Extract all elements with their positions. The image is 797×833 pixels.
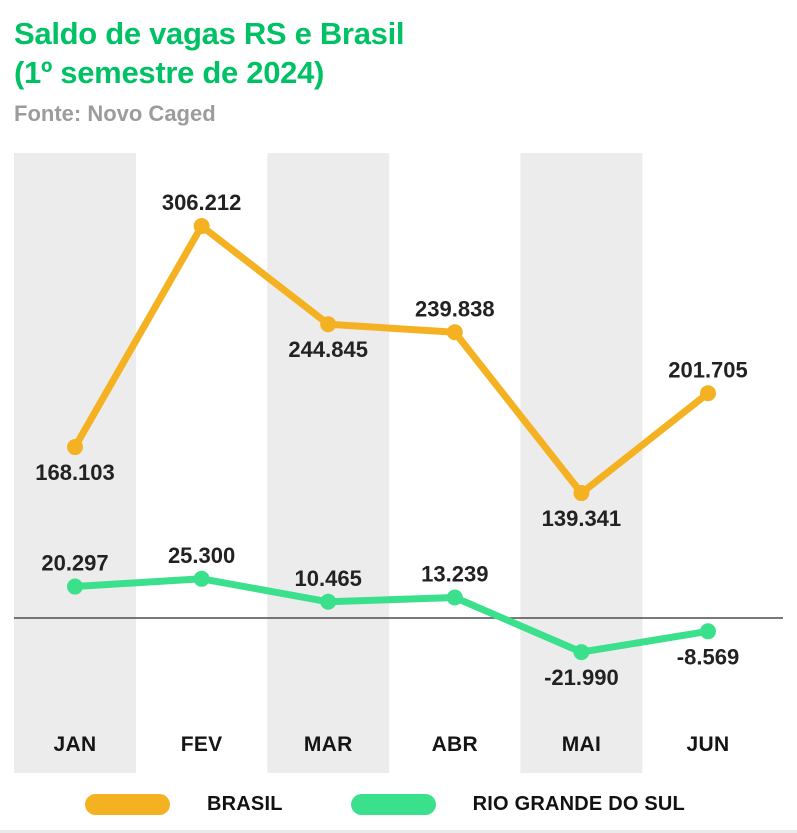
legend-label-brasil: BRASIL [207, 792, 283, 815]
chart-header: Saldo de vagas RS e Brasil (1º semestre … [0, 0, 797, 127]
brasil-value-label: 239.838 [415, 296, 495, 321]
chart-title-line2: (1º semestre de 2024) [14, 55, 325, 91]
legend-item-rio-grande-do-sul: RIO GRANDE DO SUL [350, 792, 685, 816]
legend-item-brasil: BRASIL [85, 793, 283, 816]
chart-title-line1: Saldo de vagas RS e Brasil [14, 16, 405, 51]
month-label: ABR [432, 733, 478, 756]
rs-data-point [193, 570, 210, 587]
chart-title: Saldo de vagas RS e Brasil (1º semestre … [14, 14, 781, 92]
rs-legend-swatch [350, 793, 436, 815]
rs-data-point [67, 578, 83, 595]
rs-value-label: 25.300 [168, 543, 235, 568]
source-note: Fonte: Novo Caged [14, 101, 216, 127]
rs-data-point [573, 644, 590, 661]
month-label: FEV [181, 733, 223, 756]
rs-value-label: -8.569 [677, 644, 739, 669]
rs-value-label: 20.297 [41, 551, 108, 576]
brasil-value-label: 306.212 [162, 190, 242, 215]
rs-value-label: -21.990 [544, 665, 619, 690]
brasil-line [71, 222, 712, 497]
legend: BRASIL RIO GRANDE DO SUL [0, 778, 797, 830]
rs-value-label: 13.239 [421, 562, 488, 587]
month-label: MAI [562, 733, 601, 756]
brasil-data-point [320, 316, 337, 333]
month-label: MAR [304, 733, 353, 756]
legend-label-rio-grande-do-sul: RIO GRANDE DO SUL [472, 792, 685, 815]
month-label: JUN [687, 733, 730, 756]
brasil-data-point [700, 385, 716, 402]
brasil-legend-swatch [85, 793, 170, 815]
brasil-data-point [446, 324, 463, 341]
rs-data-point [320, 593, 337, 610]
rs-data-point [446, 589, 463, 606]
column-band [267, 153, 390, 774]
month-label: JAN [54, 733, 97, 756]
column-band [14, 153, 136, 774]
brasil-data-point [193, 218, 210, 235]
brasil-value-label: 244.845 [288, 337, 368, 362]
brasil-value-label: 201.705 [668, 357, 748, 382]
line-chart: 168.103 306.212 244.845 239.838 139.341 201.7… [14, 153, 783, 774]
rs-line [71, 575, 712, 656]
brasil-data-point [573, 485, 590, 502]
rs-data-point [700, 623, 716, 640]
chart-area: 168.103 306.212 244.845 239.838 139.341 201.7… [0, 153, 797, 778]
brasil-data-point [67, 439, 83, 456]
brasil-value-label: 139.341 [542, 506, 622, 531]
brasil-value-label: 168.103 [35, 460, 115, 485]
rs-value-label: 10.465 [295, 566, 362, 591]
